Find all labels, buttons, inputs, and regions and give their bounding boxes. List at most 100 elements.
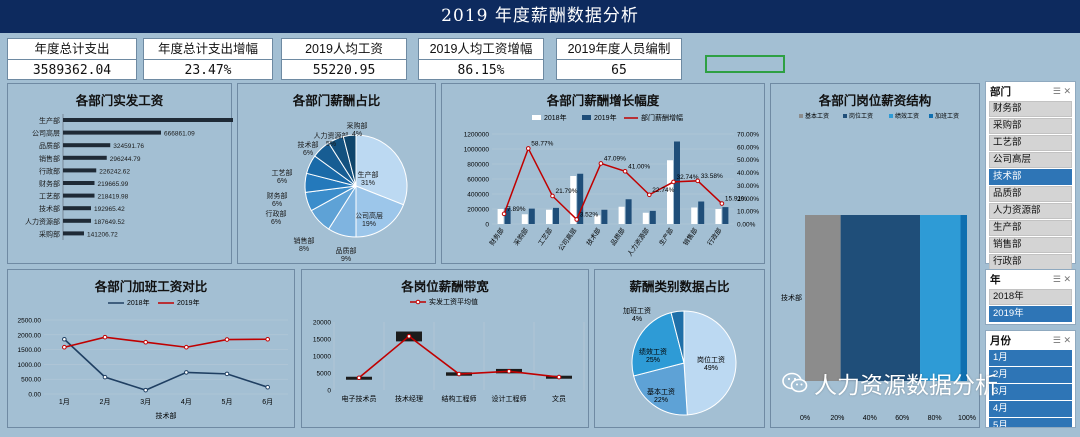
clear-filter-icon[interactable]: ✕ xyxy=(1063,85,1071,96)
position-structure-chart: 基本工资 岗位工资 绩效工资 加班工资 0% 20% 40% 60% 80% 100% 技术部 xyxy=(781,112,976,422)
slicer-header: 年 ☰ ✕ xyxy=(986,270,1075,288)
slicer-item[interactable]: 生产部 xyxy=(989,220,1072,236)
series-point xyxy=(62,344,67,350)
y-tick-label: 20000 xyxy=(313,320,331,327)
data-label: 666861.09 xyxy=(164,131,195,138)
growth-label: 22.74% xyxy=(652,187,674,194)
clear-filter-icon[interactable]: ✕ xyxy=(1063,334,1071,345)
x-tick-label: 技术部 xyxy=(584,226,603,248)
slicer-items: 财务部 采购部 工艺部 公司高层 技术部 品质部 人力资源部 生产部 销售部 行政部 xyxy=(986,101,1075,270)
bar xyxy=(63,118,233,122)
multi-select-icon[interactable]: ☰ xyxy=(1052,85,1061,96)
slice-label: 基本工资 xyxy=(647,387,675,396)
slicer-item[interactable]: 人力资源部 xyxy=(989,203,1072,219)
slicer-item[interactable]: 公司高层 xyxy=(989,152,1072,168)
x-tick-label: 0% xyxy=(800,415,810,422)
category-label: 财务部 xyxy=(39,179,60,188)
slicer-item[interactable]: 2月 xyxy=(989,367,1072,383)
x-tick-label: 设计工程师 xyxy=(492,394,527,403)
data-label: 141206.72 xyxy=(87,231,118,238)
panel-category-share: 薪酬类别数据占比 岗位工资 49% 基本工资 22% 绩效工资 25% 加班工资 4% xyxy=(594,269,765,428)
slicer-item[interactable]: 财务部 xyxy=(989,101,1072,117)
x-tick-label: 电子技术员 xyxy=(342,394,377,403)
clear-filter-icon[interactable]: ✕ xyxy=(1063,273,1071,284)
series-point xyxy=(224,371,230,377)
y-tick-label: 1200000 xyxy=(464,132,490,139)
slicer-item[interactable]: 2019年 xyxy=(989,306,1072,322)
slicer-item[interactable]: 技术部 xyxy=(989,169,1072,185)
y-tick-label: 1000.00 xyxy=(18,362,42,369)
slicer-item[interactable]: 采购部 xyxy=(989,118,1072,134)
pie-slice xyxy=(355,134,408,206)
x-tick-label: 销售部 xyxy=(681,226,700,248)
slicer-month[interactable]: 月份 ☰ ✕ 1月 2月 3月 4月 5月 xyxy=(985,330,1076,428)
pie-slice xyxy=(631,312,685,377)
pie-slice xyxy=(342,134,357,187)
y-tick-label: 400000 xyxy=(467,192,489,199)
slicer-item[interactable]: 1月 xyxy=(989,350,1072,366)
selected-cell[interactable] xyxy=(705,55,785,73)
slice-label: 工艺部 xyxy=(272,168,293,177)
category-label: 行政部 xyxy=(39,166,60,175)
y-tick-label: 技术部 xyxy=(781,293,802,302)
panel-actual-pay: 各部门实发工资 生产部1018.15公司高层666861.09品质部324591… xyxy=(7,83,233,264)
data-label: 187649.52 xyxy=(94,219,125,226)
slice-percent: 31% xyxy=(361,180,375,187)
slice-label: 采购部 xyxy=(347,121,368,130)
x-tick-label: 文员 xyxy=(552,394,566,403)
kpi-value: 23.47% xyxy=(184,63,232,78)
slicer-items: 1月 2月 3月 4月 5月 xyxy=(986,350,1075,427)
slice-percent: 6% xyxy=(277,178,287,185)
actual-pay-chart: 生产部1018.15公司高层666861.09品质部324591.76销售部29… xyxy=(25,114,233,240)
growth-point xyxy=(526,146,531,151)
kpi-label: 年度总计支出 xyxy=(8,39,136,60)
slicer-item[interactable]: 品质部 xyxy=(989,186,1072,202)
panel-title: 各部门实发工资 xyxy=(75,94,164,108)
bar-2019 xyxy=(698,201,705,224)
slice-percent: 9% xyxy=(341,256,351,263)
multi-select-icon[interactable]: ☰ xyxy=(1052,273,1061,284)
y-tick-label: 1000000 xyxy=(464,147,490,154)
slice-percent: 8% xyxy=(299,246,309,253)
category-label: 采购部 xyxy=(39,229,60,238)
slicer-item[interactable]: 3月 xyxy=(989,384,1072,400)
slice-label: 品质部 xyxy=(336,246,357,255)
slice-label: 财务部 xyxy=(267,191,288,200)
legend-point xyxy=(415,299,421,305)
y-tick-label: 500.00 xyxy=(21,377,41,384)
stack-segment xyxy=(805,215,841,381)
slice-percent: 4% xyxy=(632,316,642,323)
data-label: 324591.76 xyxy=(113,143,144,150)
legend-label: 2019年 xyxy=(594,113,617,122)
multi-select-icon[interactable]: ☰ xyxy=(1052,334,1061,345)
slicer-item[interactable]: 工艺部 xyxy=(989,135,1072,151)
slicer-item[interactable]: 行政部 xyxy=(989,254,1072,270)
y2-tick-label: 60.00% xyxy=(737,144,759,151)
kpi-avg-pay: 2019人均工资 55220.95 xyxy=(281,38,407,80)
bar-2019 xyxy=(722,207,729,224)
growth-label: 58.77% xyxy=(531,140,553,147)
growth-point xyxy=(501,211,507,217)
slicer-header: 部门 ☰ ✕ xyxy=(986,82,1075,100)
slicer-year[interactable]: 年 ☰ ✕ 2018年 2019年 xyxy=(985,269,1076,325)
slicer-item[interactable]: 5月 xyxy=(989,418,1072,427)
bar-2018 xyxy=(642,212,649,224)
x-tick-label: 6月 xyxy=(262,398,273,406)
panel-pay-growth: 各部门薪酬增长幅度 2018年 2019年 部门薪酬增幅 0 200000 400000 6… xyxy=(441,83,765,264)
legend-swatch xyxy=(532,115,541,120)
slice-percent: 49% xyxy=(704,365,718,372)
pay-share-chart: 生产部31%公司高层19%品质部9%销售部8%行政部6%财务部6%工艺部6%技术… xyxy=(266,121,408,263)
avg-line xyxy=(358,335,560,379)
legend-label: 2018年 xyxy=(544,113,567,122)
bar-2018 xyxy=(546,209,552,224)
slicer-item[interactable]: 2018年 xyxy=(989,289,1072,305)
panel-title: 各岗位薪酬带宽 xyxy=(401,280,489,294)
category-label: 公司高层 xyxy=(32,129,60,138)
y-tick-label: 200000 xyxy=(467,207,489,214)
y2-tick-label: 0.00% xyxy=(737,222,756,229)
series-point xyxy=(62,336,67,342)
slicer-item[interactable]: 销售部 xyxy=(989,237,1072,253)
slicer-item[interactable]: 4月 xyxy=(989,401,1072,417)
slicer-department[interactable]: 部门 ☰ ✕ 财务部 采购部 工艺部 公司高层 技术部 品质部 人力资源部 生产部 销售部 行政部 xyxy=(985,81,1076,270)
panel-title: 各部门加班工资对比 xyxy=(94,280,208,294)
